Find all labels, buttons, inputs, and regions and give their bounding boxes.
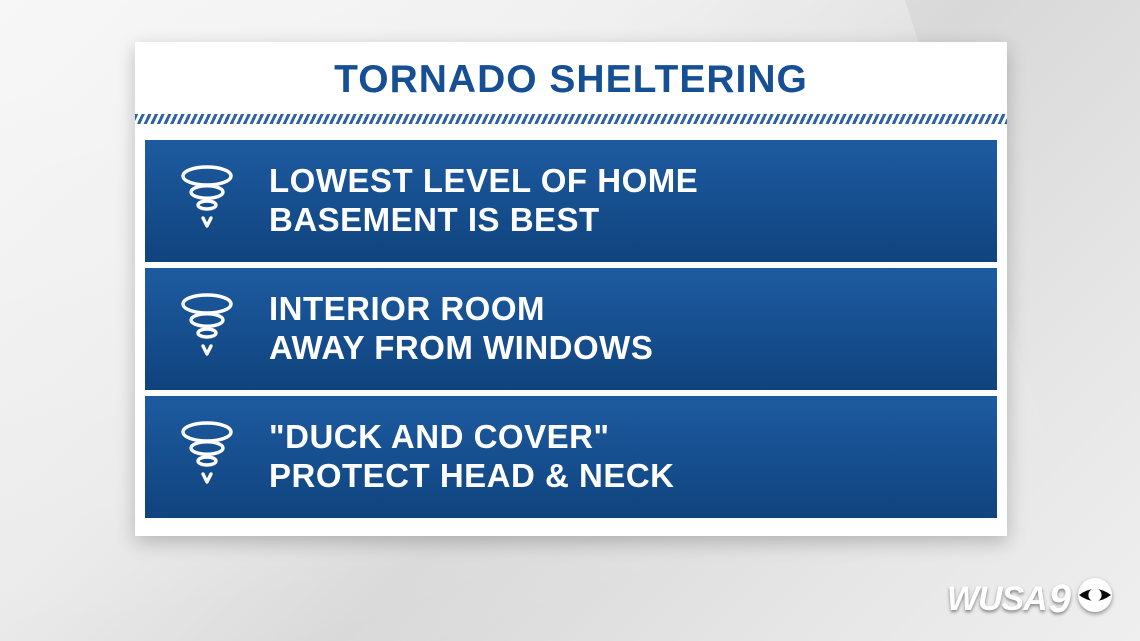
card-title: TORNADO SHELTERING xyxy=(135,42,1007,112)
list-item-line1: INTERIOR ROOM xyxy=(269,290,967,329)
eye-icon xyxy=(1076,576,1114,623)
station-logo: WUSA 9 xyxy=(947,576,1114,623)
list-item-line2: PROTECT HEAD & NECK xyxy=(269,457,967,496)
tornado-icon xyxy=(173,290,241,368)
info-card: TORNADO SHELTERING LOWEST LEVEL OF HOME … xyxy=(135,42,1007,536)
tips-list: LOWEST LEVEL OF HOME BASEMENT IS BEST IN… xyxy=(135,126,1007,536)
list-item-text: LOWEST LEVEL OF HOME BASEMENT IS BEST xyxy=(269,162,967,240)
list-item: LOWEST LEVEL OF HOME BASEMENT IS BEST xyxy=(145,140,997,262)
logo-text: WUSA xyxy=(947,580,1047,619)
list-item-line1: "DUCK AND COVER" xyxy=(269,418,967,457)
tornado-icon xyxy=(173,162,241,240)
list-item: INTERIOR ROOM AWAY FROM WINDOWS xyxy=(145,268,997,390)
list-item-line1: LOWEST LEVEL OF HOME xyxy=(269,162,967,201)
hatch-divider xyxy=(135,112,1007,126)
list-item-line2: AWAY FROM WINDOWS xyxy=(269,329,967,368)
list-item-line2: BASEMENT IS BEST xyxy=(269,201,967,240)
logo-suffix: 9 xyxy=(1049,577,1070,622)
list-item-text: INTERIOR ROOM AWAY FROM WINDOWS xyxy=(269,290,967,368)
tornado-icon xyxy=(173,418,241,496)
list-item-text: "DUCK AND COVER" PROTECT HEAD & NECK xyxy=(269,418,967,496)
list-item: "DUCK AND COVER" PROTECT HEAD & NECK xyxy=(145,396,997,518)
